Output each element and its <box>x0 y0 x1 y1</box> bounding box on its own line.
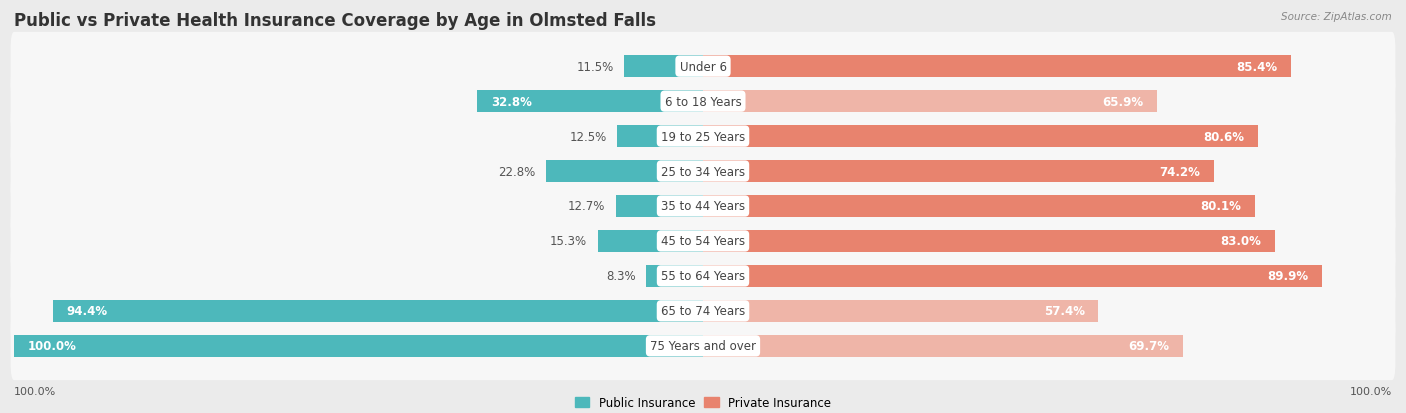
FancyBboxPatch shape <box>11 172 1395 241</box>
Text: Source: ZipAtlas.com: Source: ZipAtlas.com <box>1281 12 1392 22</box>
Text: 100.0%: 100.0% <box>14 387 56 396</box>
Text: 100.0%: 100.0% <box>1350 387 1392 396</box>
Bar <box>703 230 1275 252</box>
Text: 19 to 25 Years: 19 to 25 Years <box>661 130 745 143</box>
Text: 32.8%: 32.8% <box>491 95 531 108</box>
Text: 12.5%: 12.5% <box>569 130 606 143</box>
Text: 74.2%: 74.2% <box>1160 165 1201 178</box>
Text: Public vs Private Health Insurance Coverage by Age in Olmsted Falls: Public vs Private Health Insurance Cover… <box>14 12 657 30</box>
Bar <box>703 266 1323 287</box>
Bar <box>14 335 703 357</box>
Text: 45 to 54 Years: 45 to 54 Years <box>661 235 745 248</box>
Bar <box>52 300 703 322</box>
Bar <box>703 335 1184 357</box>
Text: 55 to 64 Years: 55 to 64 Years <box>661 270 745 283</box>
Bar <box>477 91 703 113</box>
Text: 12.7%: 12.7% <box>568 200 605 213</box>
FancyBboxPatch shape <box>11 277 1395 345</box>
Text: 35 to 44 Years: 35 to 44 Years <box>661 200 745 213</box>
Bar <box>617 126 703 147</box>
Text: 22.8%: 22.8% <box>498 165 536 178</box>
FancyBboxPatch shape <box>11 33 1395 101</box>
Text: 100.0%: 100.0% <box>28 339 77 352</box>
Bar <box>703 161 1215 183</box>
Text: 65 to 74 Years: 65 to 74 Years <box>661 305 745 318</box>
FancyBboxPatch shape <box>11 102 1395 171</box>
FancyBboxPatch shape <box>11 312 1395 380</box>
Text: 57.4%: 57.4% <box>1043 305 1084 318</box>
Bar <box>598 230 703 252</box>
Text: 89.9%: 89.9% <box>1267 270 1309 283</box>
Legend: Public Insurance, Private Insurance: Public Insurance, Private Insurance <box>571 392 835 413</box>
Text: 8.3%: 8.3% <box>606 270 636 283</box>
FancyBboxPatch shape <box>11 138 1395 206</box>
Text: 65.9%: 65.9% <box>1102 95 1143 108</box>
Bar <box>703 126 1258 147</box>
Text: 69.7%: 69.7% <box>1129 339 1170 352</box>
FancyBboxPatch shape <box>11 242 1395 311</box>
Text: 80.1%: 80.1% <box>1201 200 1241 213</box>
Text: 94.4%: 94.4% <box>66 305 107 318</box>
Bar <box>703 196 1254 217</box>
FancyBboxPatch shape <box>11 68 1395 136</box>
Bar <box>703 56 1291 78</box>
FancyBboxPatch shape <box>11 207 1395 275</box>
Bar <box>645 266 703 287</box>
Bar <box>703 91 1157 113</box>
Text: 15.3%: 15.3% <box>550 235 588 248</box>
Text: 11.5%: 11.5% <box>576 61 613 74</box>
Bar <box>703 300 1098 322</box>
Text: Under 6: Under 6 <box>679 61 727 74</box>
Bar <box>616 196 703 217</box>
Text: 25 to 34 Years: 25 to 34 Years <box>661 165 745 178</box>
Bar <box>624 56 703 78</box>
Text: 85.4%: 85.4% <box>1236 61 1278 74</box>
Text: 83.0%: 83.0% <box>1220 235 1261 248</box>
Text: 6 to 18 Years: 6 to 18 Years <box>665 95 741 108</box>
Text: 80.6%: 80.6% <box>1204 130 1244 143</box>
Bar <box>546 161 703 183</box>
Text: 75 Years and over: 75 Years and over <box>650 339 756 352</box>
